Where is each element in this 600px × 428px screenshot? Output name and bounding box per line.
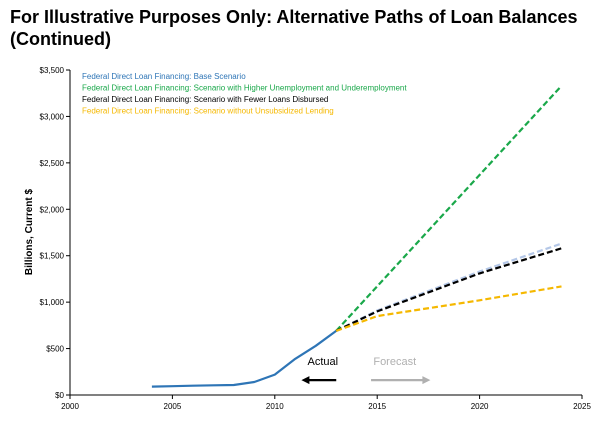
actual-label: Actual [308, 356, 339, 368]
series-lines [151, 85, 563, 388]
y-tick-label: $2,000 [40, 205, 65, 214]
y-tick-label: $3,000 [40, 112, 65, 121]
page-title: For Illustrative Purposes Only: Alternat… [10, 7, 578, 49]
forecast-label: Forecast [373, 356, 416, 368]
series-line-forecast-4 [335, 285, 562, 332]
y-tick-label: $500 [46, 345, 64, 354]
x-tick-label: 2010 [266, 402, 284, 411]
y-tick-label: $1,500 [40, 252, 65, 261]
series-line-forecast-3 [335, 247, 562, 332]
annotations: Actual Forecast [301, 356, 431, 385]
legend-entry: Federal Direct Loan Financing: Scenario … [82, 84, 407, 93]
x-tick-label: 2000 [61, 402, 79, 411]
actual-arrow-head [301, 376, 310, 385]
chart-axes [69, 70, 582, 396]
x-tick-label: 2025 [573, 402, 591, 411]
x-ticks: 2000 2005 2010 2015 2020 2025 [61, 395, 591, 411]
y-tick-label: $2,500 [40, 159, 65, 168]
series-line-actual [151, 330, 337, 388]
series-line-forecast-2 [335, 85, 563, 332]
x-tick-label: 2020 [471, 402, 489, 411]
x-tick-label: 2015 [368, 402, 386, 411]
legend-entry: Federal Direct Loan Financing: Scenario … [82, 95, 328, 104]
y-ticks: $0 $500 $1,000 $1,500 $2,000 $2,500 $3,000 $3,5… [40, 66, 70, 400]
legend-entry: Federal Direct Loan Financing: Base Scen… [82, 72, 246, 81]
y-tick-label: $0 [55, 391, 64, 400]
x-tick-label: 2005 [164, 402, 182, 411]
y-tick-label: $3,500 [40, 66, 65, 75]
y-axis-title: Billions, Current $ [24, 189, 35, 276]
y-tick-label: $1,000 [40, 298, 65, 307]
legend: Federal Direct Loan Financing: Base Scen… [82, 72, 407, 116]
forecast-arrow-head [422, 376, 431, 385]
legend-entry: Federal Direct Loan Financing: Scenario … [82, 107, 334, 116]
